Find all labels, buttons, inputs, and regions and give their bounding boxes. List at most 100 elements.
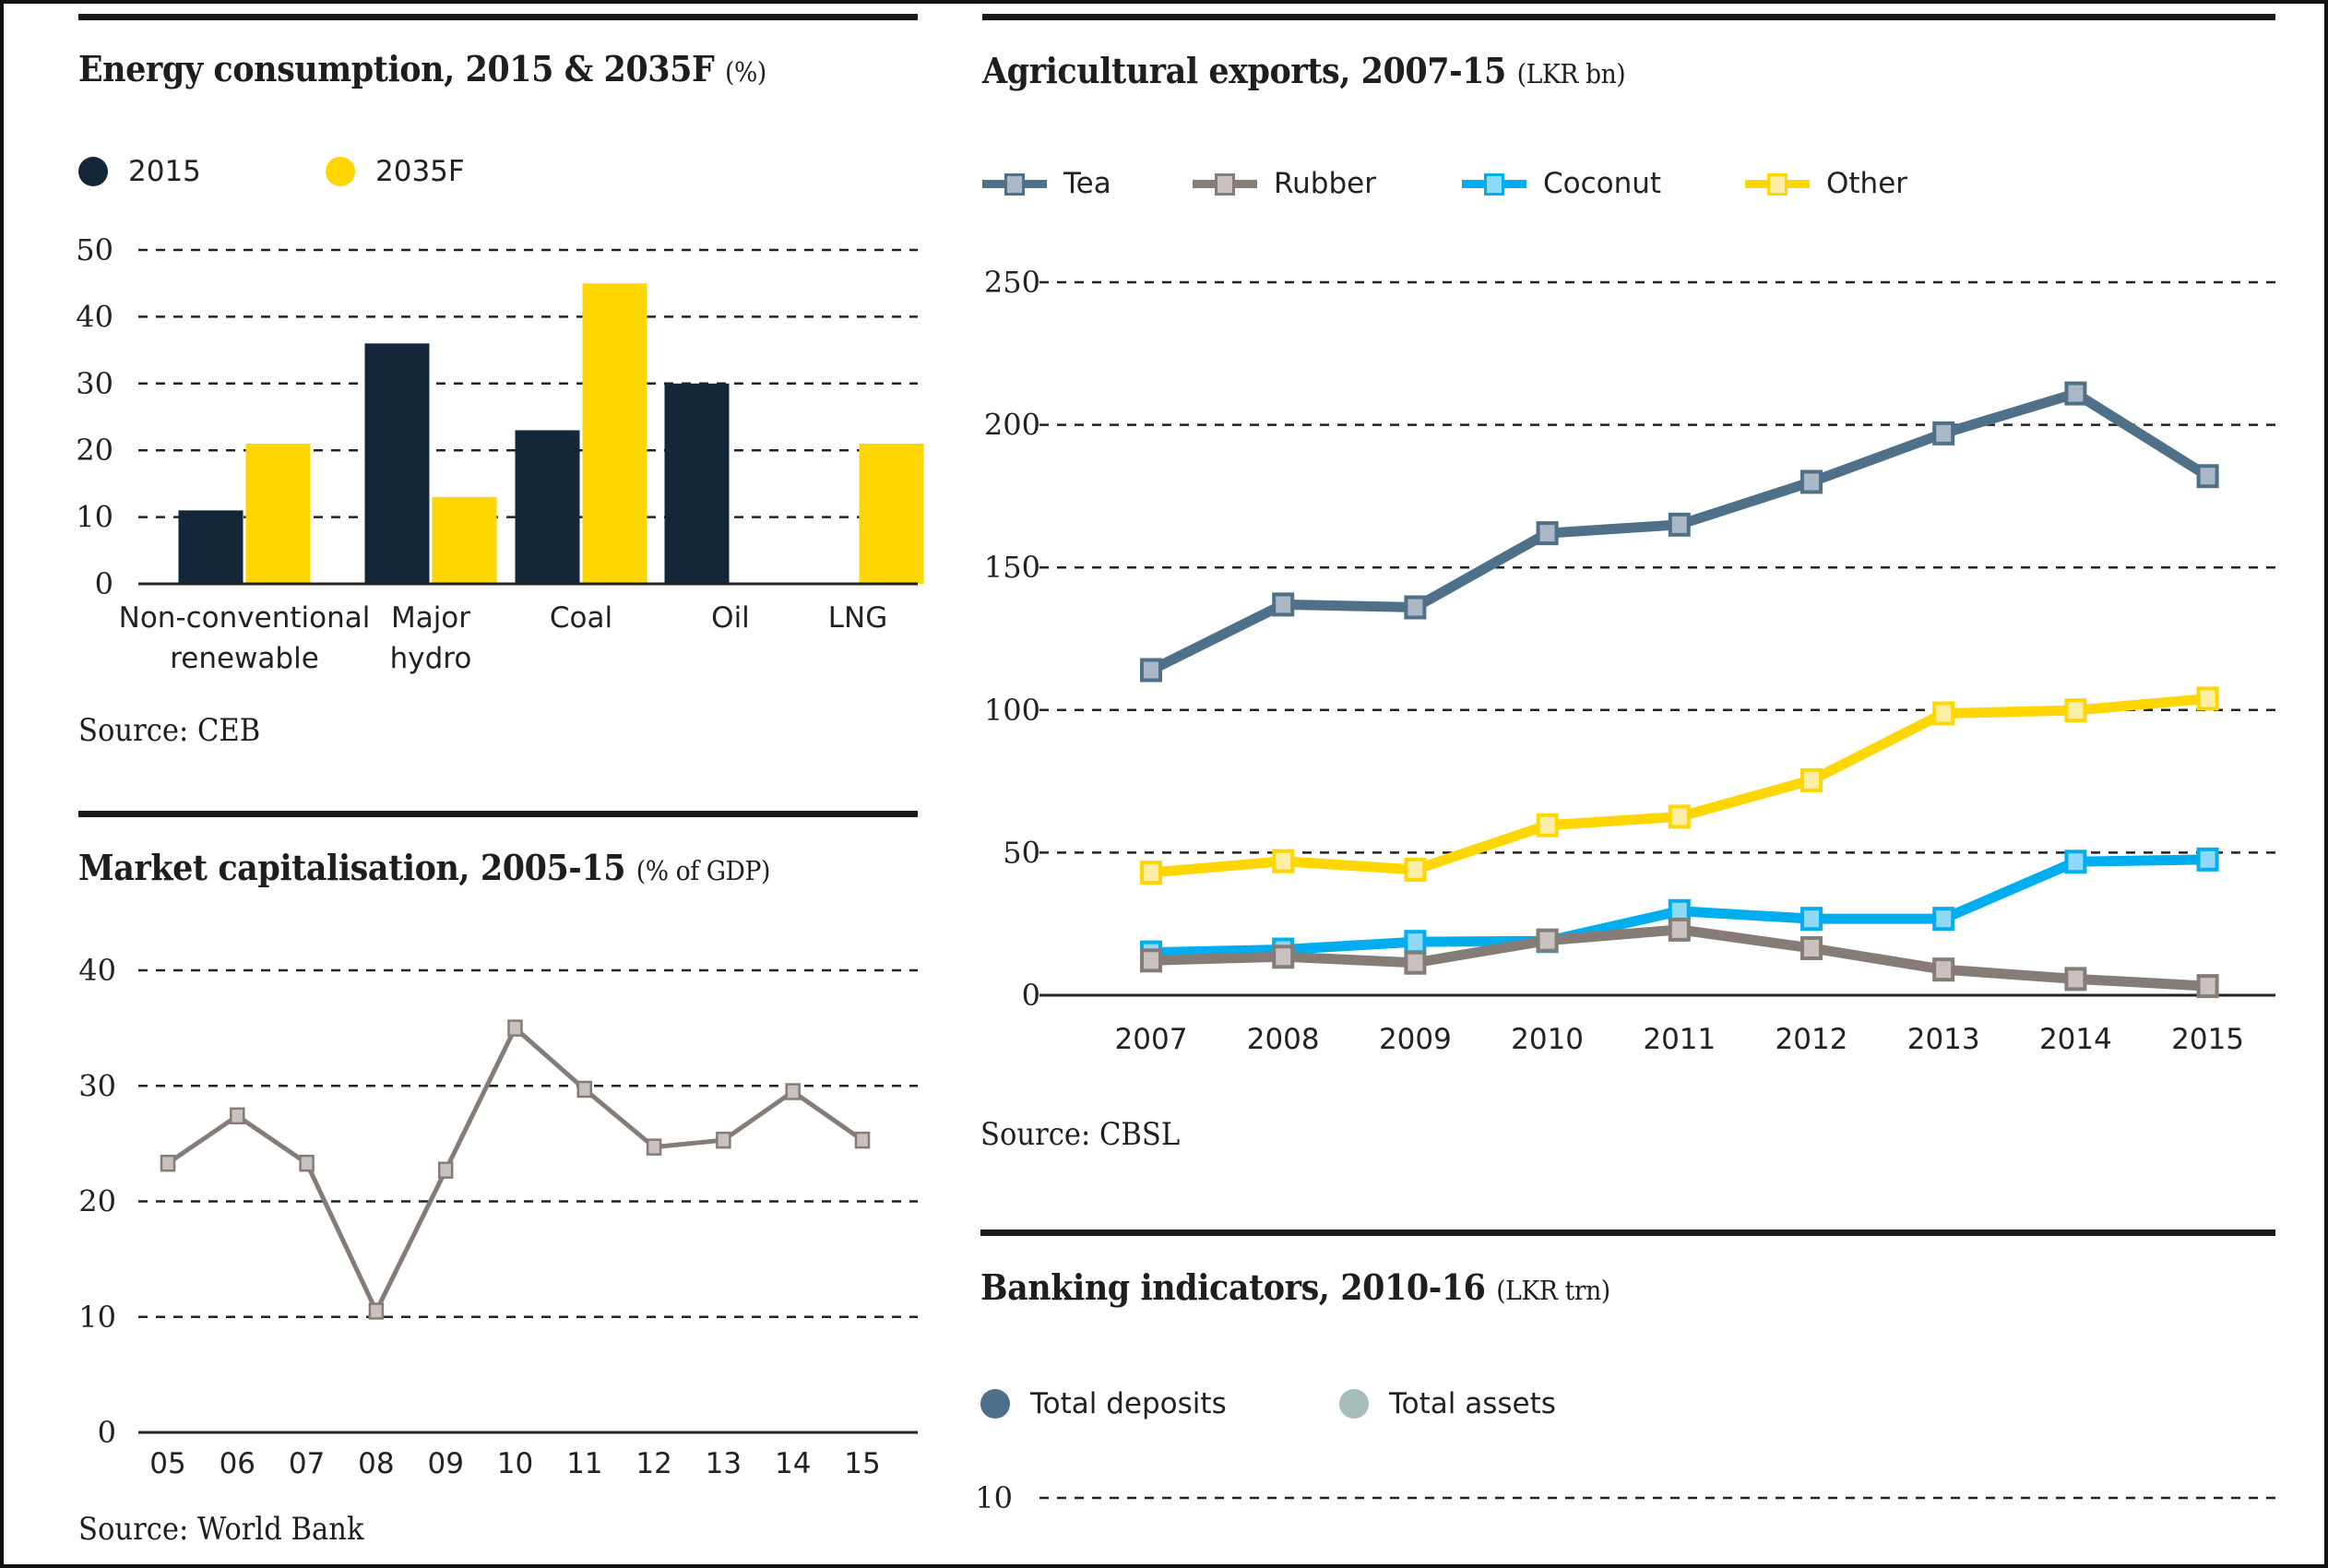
legend-dot-icon — [1339, 1389, 1369, 1419]
agri-point-rubber — [2064, 967, 2087, 992]
agri-x-tick-label: 2015 — [2171, 1023, 2244, 1056]
market-x-tick-label: 06 — [220, 1447, 255, 1480]
agri-point-rubber — [1404, 950, 1427, 975]
line-marker-icon — [1193, 170, 1257, 197]
market-y-tick-label: 40 — [78, 953, 116, 988]
energy-legend-2035f: 2035F — [326, 155, 465, 188]
market-y-tick-label: 30 — [78, 1068, 116, 1103]
agri-point-rubber — [1800, 935, 1823, 960]
energy-bar-2035f — [859, 443, 924, 584]
agri-point-rubber — [1536, 928, 1559, 953]
market-title-unit: (% of GDP) — [635, 855, 771, 886]
market-x-tick-label: 08 — [358, 1447, 394, 1480]
legend-label: 2035F — [375, 155, 465, 188]
agri-x-tick-label: 2010 — [1511, 1023, 1584, 1056]
agri-point-coconut — [1932, 907, 1955, 932]
agri-point-other — [1404, 857, 1427, 882]
agri-point-other — [1536, 813, 1559, 837]
agri-point-other — [1272, 849, 1295, 873]
legend-label: Tea — [1063, 167, 1111, 200]
energy-chart-title: Energy consumption, 2015 & 2035F (%) — [78, 48, 766, 89]
market-title-text: Market capitalisation, 2005-15 — [78, 847, 626, 888]
agri-legend-tea: Tea — [982, 167, 1111, 200]
energy-bar-2015 — [364, 343, 430, 584]
energy-bar-2015 — [664, 383, 730, 584]
section-rule-energy — [78, 14, 918, 20]
agri-point-other — [1140, 861, 1162, 885]
line-marker-icon — [1462, 170, 1526, 197]
energy-title-text: Energy consumption, 2015 & 2035F — [78, 48, 715, 89]
legend-label: Coconut — [1543, 167, 1662, 200]
energy-bar-2035f — [432, 496, 497, 584]
banking-y-tick-label: 10 — [975, 1480, 1013, 1515]
agri-y-tick-label: 100 — [984, 693, 1040, 728]
energy-x-tick-label: Coal — [550, 601, 612, 635]
market-data-point — [230, 1107, 245, 1125]
market-line-chart: 0 10 20 30 40 05 06 07 08 09 10 11 12 13 14 15 — [78, 953, 918, 1480]
energy-x-tick-label: LNG — [828, 601, 887, 635]
energy-bar-chart: 0 10 20 30 40 50 Non-conventional renewable Majo… — [76, 232, 924, 675]
agri-point-coconut — [1800, 907, 1823, 932]
market-x-tick-label: 07 — [289, 1447, 325, 1480]
energy-bar-2015 — [515, 430, 580, 584]
legend-label: Other — [1826, 167, 1908, 200]
market-x-tick-label: 14 — [775, 1447, 811, 1480]
agri-y-tick-label: 150 — [984, 550, 1040, 585]
energy-y-tick-label: 10 — [76, 500, 113, 535]
agri-legend-rubber: Rubber — [1193, 167, 1376, 200]
market-data-point — [507, 1019, 523, 1037]
market-x-tick-label: 12 — [635, 1447, 671, 1480]
energy-x-tick-label: Major — [391, 601, 470, 635]
market-data-point — [576, 1080, 593, 1099]
market-data-point — [299, 1154, 315, 1172]
agri-point-rubber — [1932, 957, 1955, 982]
agri-point-rubber — [2196, 974, 2219, 999]
market-data-point — [368, 1302, 385, 1320]
energy-bar-2035f — [245, 443, 311, 584]
agri-chart-title: Agricultural exports, 2007-15 (LKR bn) — [982, 50, 1626, 91]
energy-y-tick-label: 20 — [76, 433, 113, 468]
legend-label: Total deposits — [1030, 1387, 1227, 1420]
agri-source: Source: CBSL — [980, 1116, 1181, 1153]
agri-y-tick-label: 50 — [1003, 835, 1040, 870]
legend-label: 2015 — [128, 155, 201, 188]
agri-x-tick-label: 2007 — [1115, 1023, 1188, 1056]
market-y-tick-label: 0 — [98, 1415, 116, 1450]
agri-line-chart: 0 50 100 150 200 250 2007 2008 2009 2010 2011 2012 2… — [984, 265, 2275, 1056]
energy-y-tick-label: 30 — [76, 366, 113, 401]
energy-y-tick-label: 0 — [95, 566, 113, 601]
agri-point-coconut — [2064, 849, 2087, 874]
market-y-tick-label: 20 — [78, 1184, 116, 1219]
section-rule-market — [78, 811, 918, 817]
agri-point-tea — [1404, 595, 1427, 620]
market-data-point — [716, 1131, 731, 1149]
energy-y-tick-label: 50 — [76, 232, 113, 267]
energy-x-tick-label: hydro — [390, 642, 472, 675]
agri-legend-other: Other — [1745, 167, 1907, 200]
agri-point-tea — [2064, 381, 2087, 406]
energy-bar-2035f — [582, 283, 647, 584]
market-data-point — [437, 1161, 454, 1179]
agri-point-tea — [1668, 512, 1691, 537]
agri-y-tick-label: 0 — [1022, 978, 1040, 1013]
market-x-tick-label: 05 — [149, 1447, 185, 1480]
agri-point-other — [2196, 686, 2219, 711]
section-rule-banking — [980, 1229, 2275, 1236]
agri-x-tick-label: 2009 — [1379, 1023, 1452, 1056]
energy-x-tick-label: Non-conventional — [119, 601, 371, 635]
market-data-point — [854, 1131, 871, 1149]
market-data-point — [785, 1083, 801, 1100]
agri-point-rubber — [1668, 917, 1691, 942]
section-rule-agri — [982, 14, 2275, 20]
legend-dot-icon — [980, 1389, 1010, 1419]
agri-point-other — [1800, 767, 1823, 792]
agri-point-tea — [1536, 521, 1559, 546]
energy-y-tick-label: 40 — [76, 299, 113, 334]
line-marker-icon — [982, 170, 1047, 197]
market-x-tick-label: 10 — [497, 1447, 533, 1480]
agri-x-tick-label: 2013 — [1907, 1023, 1980, 1056]
energy-bar-2015 — [178, 510, 243, 584]
agri-x-tick-label: 2011 — [1643, 1023, 1716, 1056]
